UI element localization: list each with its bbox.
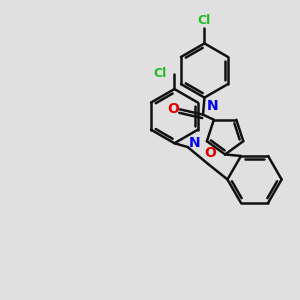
Text: Cl: Cl — [198, 14, 211, 27]
Text: N: N — [206, 99, 218, 113]
Text: O: O — [168, 102, 179, 116]
Text: O: O — [204, 146, 216, 160]
Text: N: N — [189, 136, 200, 150]
Text: Cl: Cl — [153, 67, 166, 80]
